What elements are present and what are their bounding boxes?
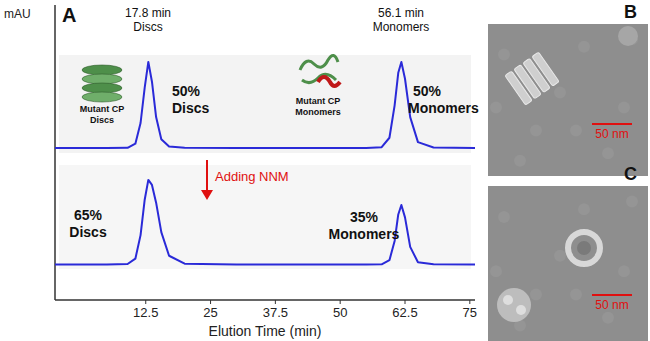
y-axis-title: mAU xyxy=(4,7,31,21)
x-tick xyxy=(340,300,341,304)
nnm-arrowhead xyxy=(201,190,213,200)
disc-layer xyxy=(82,74,122,84)
disc-layer xyxy=(82,92,122,102)
annotation: 56.1 min xyxy=(378,6,424,20)
speckle xyxy=(514,155,526,167)
scale-bar-label: 50 nm xyxy=(595,127,628,141)
speckle xyxy=(570,289,582,301)
disc-stack xyxy=(505,52,559,105)
x-tick-label: 12.5 xyxy=(133,305,158,320)
speckle xyxy=(490,265,502,277)
speckle xyxy=(554,86,566,98)
annotation: 65% xyxy=(74,207,103,223)
annotation: Monomers xyxy=(408,100,479,116)
annotation: Monomers xyxy=(373,20,430,34)
x-tick-label: 62.5 xyxy=(392,305,417,320)
panel-label: A xyxy=(62,4,76,26)
trace xyxy=(55,180,475,265)
speckle xyxy=(626,196,638,208)
y-axis xyxy=(54,5,56,300)
speckle xyxy=(602,147,614,159)
annotation: 50% xyxy=(172,83,201,99)
speckle xyxy=(578,203,590,215)
scale-bar xyxy=(592,123,632,125)
micrograph xyxy=(488,24,648,176)
speckle xyxy=(618,102,630,114)
x-tick xyxy=(210,300,211,304)
monomer-icon xyxy=(300,55,340,86)
speckle xyxy=(578,41,590,53)
speckle xyxy=(554,250,566,262)
micrograph-bg xyxy=(488,24,648,176)
x-tick xyxy=(275,300,276,304)
x-tick-label: 37.5 xyxy=(263,305,288,320)
x-tick-label: 25 xyxy=(203,305,217,320)
disc-top xyxy=(568,232,600,264)
speckle xyxy=(618,26,638,46)
disc-layer xyxy=(82,65,122,75)
annotation: 17.8 min xyxy=(125,6,171,20)
annotation: 35% xyxy=(350,209,379,225)
annotation: Adding NNM xyxy=(215,169,289,184)
speckle xyxy=(498,48,510,60)
speckle xyxy=(602,312,614,324)
speckle xyxy=(618,265,630,277)
plot-area xyxy=(55,62,475,265)
speckle xyxy=(490,102,502,114)
annotation: Mutant CP xyxy=(80,104,125,114)
scale-bar xyxy=(592,294,632,296)
monomer-site xyxy=(318,77,340,86)
annotation: Discs xyxy=(69,224,107,240)
x-axis xyxy=(55,299,475,301)
micrograph xyxy=(488,186,648,341)
x-tick xyxy=(145,300,146,304)
annotation: Discs xyxy=(133,20,162,34)
annotation: Monomers xyxy=(329,226,400,242)
panel-label: B xyxy=(624,2,637,22)
speckle xyxy=(530,124,542,136)
panel-label: C xyxy=(624,164,637,184)
disc-cluster xyxy=(503,295,513,305)
disc-side xyxy=(532,52,559,86)
nnm-arrow xyxy=(206,160,208,195)
x-tick-label: 75 xyxy=(463,305,477,320)
disc-cluster xyxy=(497,288,531,322)
speckle xyxy=(530,289,542,301)
disc-icon xyxy=(82,65,122,102)
scale-bar-label: 50 nm xyxy=(595,298,628,312)
disc-cluster xyxy=(516,305,526,315)
disc-layer xyxy=(82,83,122,93)
annotation: Discs xyxy=(90,115,114,125)
micrograph-bg xyxy=(488,186,648,341)
speckle xyxy=(570,124,582,136)
speckle xyxy=(498,211,510,223)
x-tick xyxy=(469,300,470,304)
annotation: Mutant CP xyxy=(296,96,341,106)
annotation: Monomers xyxy=(295,107,341,117)
x-tick-label: 50 xyxy=(333,305,347,320)
x-tick xyxy=(405,300,406,304)
x-axis-title: Elution Time (min) xyxy=(209,323,322,339)
figure: 12.5 25 37.5 50 62.5 75 Elution Time (min) mAU 1… xyxy=(0,0,650,341)
annotation: Discs xyxy=(172,100,210,116)
disc-hole xyxy=(577,241,591,255)
annotation: 50% xyxy=(413,83,442,99)
trace-band xyxy=(59,165,471,269)
